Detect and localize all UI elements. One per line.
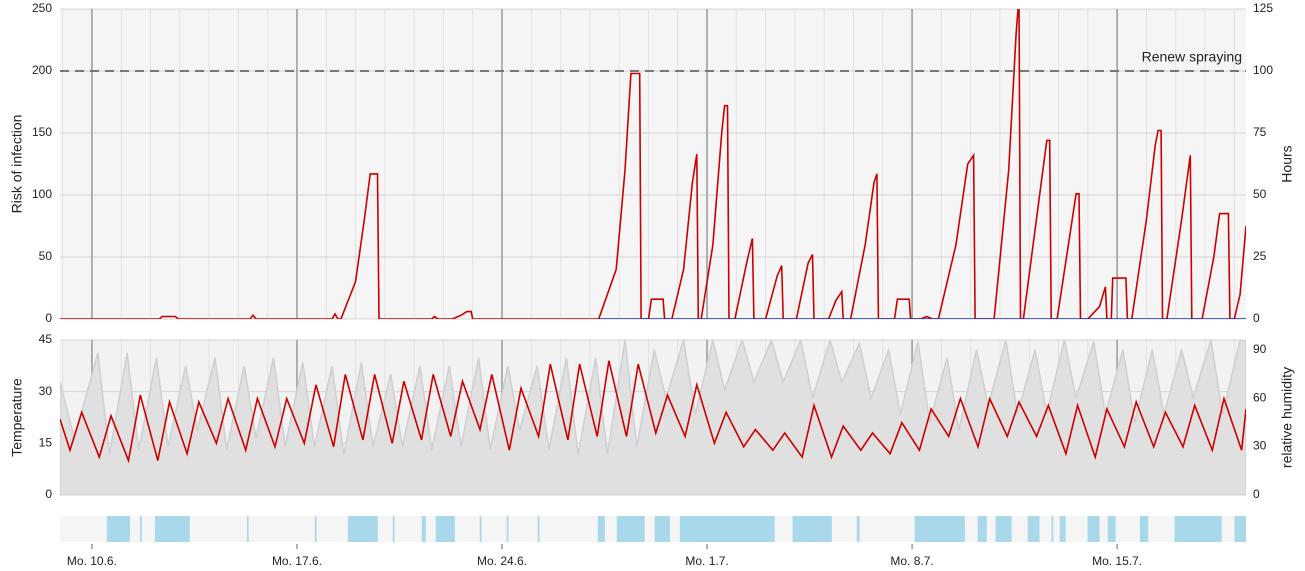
x-tick-label: Mo. 8.7. [890,554,933,568]
y-tick-label: 200 [32,63,52,77]
rain-period [154,516,190,542]
threshold-label: Renew spraying [1142,49,1242,65]
rain-period [995,516,1012,542]
y2-tick-label: 75 [1253,125,1267,139]
rain-period [977,516,987,542]
y-axis-title: Risk of infection [9,115,25,214]
rain-period [1234,516,1246,542]
rain-period [616,516,645,542]
y2-tick-label: 60 [1253,390,1267,404]
rain-period [537,516,540,542]
x-tick-label: Mo. 15.7. [1092,554,1142,568]
y-tick-label: 50 [39,249,53,263]
rain-period [597,516,605,542]
rain-period [106,516,131,542]
rain-period [479,516,482,542]
series-line [60,9,1246,319]
y2-tick-label: 30 [1253,439,1267,453]
rain-period [1139,516,1149,542]
rain-period [1051,516,1054,542]
y-tick-label: 150 [32,125,52,139]
y2-tick-label: 90 [1253,342,1267,356]
rain-period [246,516,249,542]
rain-period [421,516,426,542]
rain-period [914,516,965,542]
y-tick-label: 45 [39,332,53,346]
rain-period [1027,516,1040,542]
humidity-area [60,340,1246,495]
y-tick-label: 30 [39,384,53,398]
rain-period [1059,516,1066,542]
rain-period [347,516,378,542]
y-tick-label: 100 [32,187,52,201]
y2-axis-title: relative humidity [1279,367,1295,468]
rain-period [792,516,832,542]
y-tick-label: 0 [45,311,52,325]
y-axis-title: Temperature [9,378,25,457]
y-tick-label: 15 [39,436,53,450]
y-tick-label: 250 [32,1,52,15]
plot-background [60,516,1246,542]
rain-period [654,516,670,542]
rain-period [435,516,455,542]
rain-period [1174,516,1222,542]
x-tick-label: Mo. 24.6. [477,554,527,568]
rain-period [139,516,142,542]
rain-period [1107,516,1116,542]
rain-period [314,516,317,542]
rain-period [856,516,860,542]
y-tick-label: 0 [45,487,52,501]
y2-tick-label: 100 [1253,63,1273,77]
y2-axis-title: Hours [1279,145,1295,182]
y2-tick-label: 25 [1253,249,1267,263]
plot-background [60,9,1246,319]
rain-period [1087,516,1100,542]
y2-tick-label: 50 [1253,187,1267,201]
series-line [60,360,1246,464]
x-tick-label: Mo. 17.6. [272,554,322,568]
y2-tick-label: 0 [1253,311,1260,325]
y2-tick-label: 125 [1253,1,1273,15]
rain-period [506,516,509,542]
rain-period [679,516,775,542]
x-tick-label: Mo. 10.6. [67,554,117,568]
x-tick-label: Mo. 1.7. [685,554,728,568]
rain-period [392,516,395,542]
y2-tick-label: 0 [1253,487,1260,501]
